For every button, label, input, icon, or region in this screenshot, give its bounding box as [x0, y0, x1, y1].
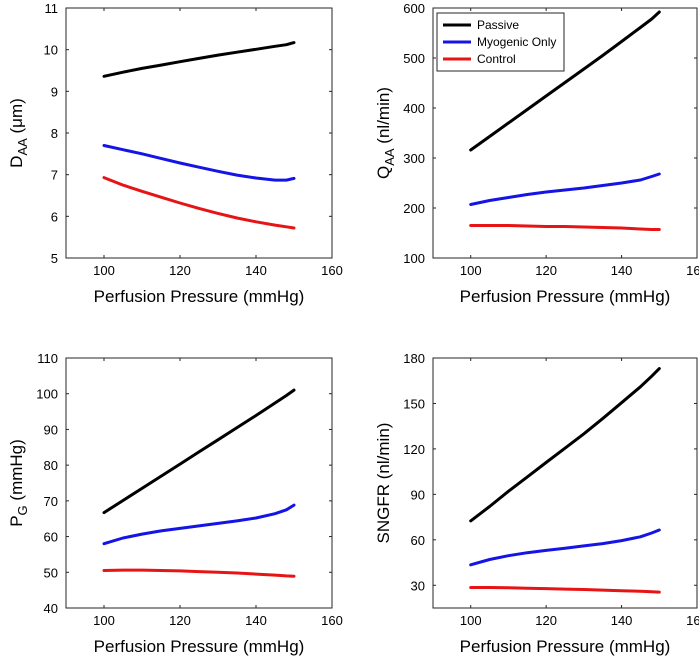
- x-tick-label: 160: [686, 263, 699, 278]
- series-line-myogenic-only: [102, 503, 296, 546]
- y-tick-label: 30: [411, 578, 425, 593]
- axes-box: [65, 7, 333, 259]
- y-tick-label: 150: [403, 396, 425, 411]
- y-tick-label: 90: [44, 422, 58, 437]
- legend-label: Control: [477, 52, 516, 66]
- series-line-passive: [102, 41, 296, 78]
- y-tick-label: 40: [44, 601, 58, 616]
- y-tick-label: 90: [411, 487, 425, 502]
- subplot-sngfr: 100 120 140 160 30 60 90 120 150 180 Perfusion Pre…: [374, 351, 699, 656]
- x-tick-label: 100: [460, 263, 482, 278]
- x-tick-label: 120: [535, 263, 557, 278]
- series-line-control: [469, 224, 661, 231]
- x-tick-label: 160: [321, 613, 343, 628]
- y-label-main: P: [7, 515, 26, 526]
- series-line-passive: [469, 367, 661, 523]
- series-line-control: [469, 586, 661, 594]
- y-axis-label: QAA (nl/min): [374, 87, 397, 179]
- y-label-unit-rest: m): [7, 98, 26, 118]
- y-tick-label: 100: [36, 387, 58, 402]
- legend: Passive Myogenic Only Control: [436, 12, 565, 72]
- y-tick-label: 600: [403, 1, 425, 16]
- x-tick-label: 100: [93, 613, 115, 628]
- y-label-subscript: AA: [15, 138, 30, 156]
- y-axis-label: PG (mmHg): [7, 439, 30, 527]
- y-label-subscript: AA: [382, 148, 397, 166]
- series-line-control: [102, 176, 296, 230]
- y-label-unit: (mmHg): [7, 439, 26, 505]
- y-label-subscript: G: [15, 505, 30, 515]
- y-tick-label: 9: [51, 84, 58, 99]
- y-axis-label: DAA (μm): [7, 98, 30, 168]
- y-tick-label: 110: [37, 351, 58, 366]
- axes-box: [432, 357, 698, 609]
- y-tick-label: 500: [403, 51, 425, 66]
- y-tick-label: 50: [44, 565, 58, 580]
- x-tick-label: 140: [245, 613, 267, 628]
- x-tick-label: 140: [245, 263, 267, 278]
- y-tick-label: 60: [44, 530, 58, 545]
- y-label-main: SNGFR: [374, 484, 393, 544]
- x-tick-label: 100: [460, 613, 482, 628]
- series-line-myogenic-only: [102, 144, 296, 182]
- x-axis-label: Perfusion Pressure (mmHg): [94, 637, 305, 656]
- x-axis-label: Perfusion Pressure (mmHg): [460, 637, 671, 656]
- axes-box: [65, 357, 333, 609]
- x-tick-label: 100: [93, 263, 115, 278]
- series-line-myogenic-only: [469, 172, 661, 206]
- y-tick-label: 400: [403, 101, 425, 116]
- y-tick-label: 8: [51, 126, 58, 141]
- y-tick-label: 100: [403, 251, 425, 266]
- y-label-main: D: [7, 156, 26, 168]
- y-label-unit: (nl/min): [374, 87, 393, 148]
- x-tick-label: 160: [686, 613, 699, 628]
- x-axis-label: Perfusion Pressure (mmHg): [94, 287, 305, 306]
- y-tick-label: 10: [44, 43, 58, 58]
- y-axis-label: SNGFR (nl/min): [374, 423, 393, 544]
- y-tick-label: 300: [403, 151, 425, 166]
- legend-label: Passive: [477, 18, 519, 32]
- x-tick-label: 120: [169, 263, 191, 278]
- series-line-control: [102, 568, 296, 578]
- y-tick-label: 80: [44, 458, 58, 473]
- series-line-passive: [469, 10, 661, 152]
- legend-label: Myogenic Only: [477, 35, 556, 49]
- y-label-unit: (nl/min): [374, 423, 393, 484]
- y-tick-label: 200: [403, 201, 425, 216]
- y-tick-label: 120: [403, 442, 425, 457]
- y-tick-label: 70: [44, 494, 58, 509]
- y-tick-label: 180: [403, 351, 425, 366]
- y-tick-label: 7: [51, 168, 58, 183]
- y-label-main: Q: [374, 166, 393, 179]
- x-axis-label: Perfusion Pressure (mmHg): [460, 287, 671, 306]
- series-line-myogenic-only: [469, 528, 661, 567]
- y-label-unit-mu: μ: [7, 118, 26, 128]
- y-label-unit: (: [7, 127, 26, 138]
- x-tick-label: 120: [169, 613, 191, 628]
- x-tick-label: 140: [611, 613, 633, 628]
- subplot-qaa: 100 120 140 160 100 200 300 400 500 600 Perfusion …: [374, 1, 699, 306]
- x-tick-label: 160: [321, 263, 343, 278]
- y-tick-label: 5: [51, 251, 58, 266]
- x-tick-label: 120: [535, 613, 557, 628]
- subplot-pg: 100 120 140 160 40 50 60 70 80 90 100 110 Perfusion …: [7, 351, 343, 656]
- x-tick-label: 140: [611, 263, 633, 278]
- subplot-daa: 100 120 140 160 5 6 7 8 9 10 11 Perfusion Pressure …: [7, 1, 343, 306]
- y-tick-label: 11: [45, 1, 59, 16]
- series-line-passive: [102, 388, 296, 515]
- y-tick-label: 60: [411, 533, 425, 548]
- y-tick-label: 6: [51, 209, 58, 224]
- axes-box: [432, 7, 698, 259]
